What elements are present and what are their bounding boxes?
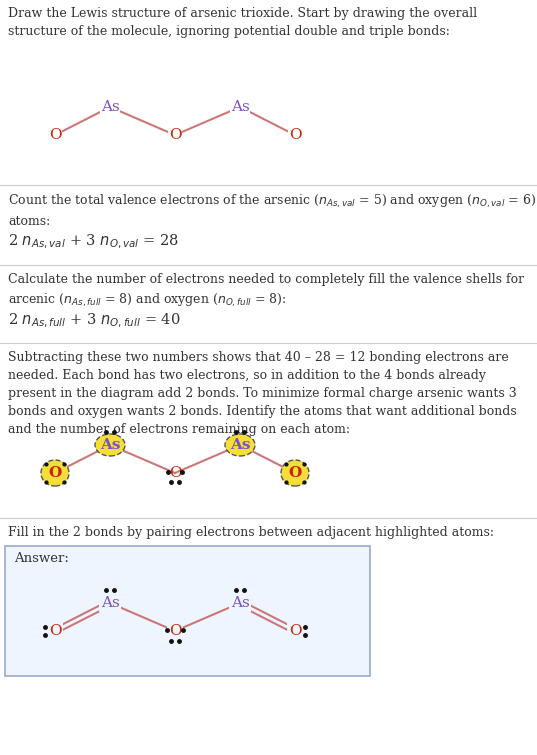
Ellipse shape	[225, 434, 255, 456]
Text: O: O	[288, 466, 302, 480]
Text: As: As	[100, 100, 119, 114]
Text: O: O	[289, 624, 301, 638]
Ellipse shape	[95, 434, 125, 456]
Text: Answer:: Answer:	[14, 552, 69, 565]
Text: 2 $n_{As,full}$ + 3 $n_{O,full}$ = 40: 2 $n_{As,full}$ + 3 $n_{O,full}$ = 40	[8, 312, 180, 330]
Text: As: As	[100, 438, 120, 452]
Text: Fill in the 2 bonds by pairing electrons between adjacent highlighted atoms:: Fill in the 2 bonds by pairing electrons…	[8, 526, 494, 539]
Text: As: As	[230, 596, 249, 610]
Text: O: O	[48, 466, 62, 480]
Text: O: O	[289, 128, 301, 142]
Text: Subtracting these two numbers shows that 40 – 28 = 12 bonding electrons are
need: Subtracting these two numbers shows that…	[8, 351, 517, 436]
Text: O: O	[169, 128, 182, 142]
Text: Draw the Lewis structure of arsenic trioxide. Start by drawing the overall
struc: Draw the Lewis structure of arsenic trio…	[8, 7, 477, 38]
Text: 2 $n_{As,val}$ + 3 $n_{O,val}$ = 28: 2 $n_{As,val}$ + 3 $n_{O,val}$ = 28	[8, 233, 179, 251]
Text: As: As	[100, 596, 119, 610]
Text: As: As	[230, 438, 250, 452]
Text: O: O	[169, 466, 182, 480]
Ellipse shape	[41, 460, 69, 486]
Text: O: O	[169, 624, 182, 638]
Text: O: O	[49, 128, 61, 142]
Ellipse shape	[281, 460, 309, 486]
Text: Calculate the number of electrons needed to completely fill the valence shells f: Calculate the number of electrons needed…	[8, 273, 524, 310]
Text: O: O	[49, 624, 61, 638]
FancyBboxPatch shape	[5, 546, 370, 676]
Text: Count the total valence electrons of the arsenic ($n_{As,val}$ = 5) and oxygen (: Count the total valence electrons of the…	[8, 193, 536, 228]
Text: As: As	[230, 100, 249, 114]
